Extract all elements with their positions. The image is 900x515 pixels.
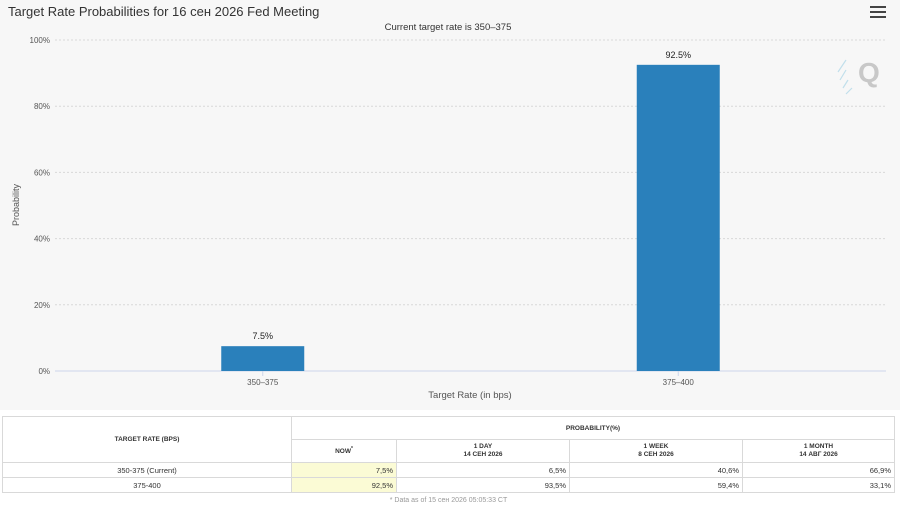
table-row: 350-375 (Current) 7,5% 6,5% 40,6% 66,9% (2, 462, 895, 478)
data-label: 92.5% (665, 50, 691, 60)
probability-table: TARGET RATE (BPS) PROBABILITY(%) NOW* 1 … (2, 416, 895, 507)
probability-table-container: TARGET RATE (BPS) PROBABILITY(%) NOW* 1 … (2, 416, 895, 510)
y-tick-label: 20% (34, 301, 50, 310)
col-now-header: NOW* (291, 439, 397, 463)
bar-chart: Current target rate is 350–375 0% 20% 40% 6… (11, 22, 886, 401)
x-tick-label: 375–400 (663, 378, 695, 387)
data-label: 7.5% (252, 331, 273, 341)
y-tick-label: 80% (34, 102, 50, 111)
bar[interactable] (221, 346, 305, 371)
col-1month-header: 1 MONTH 14 АВГ 2026 (742, 439, 895, 463)
y-axis-ticks: 0% 20% 40% 60% 80% 100% (30, 36, 50, 376)
1month-cell: 33,1% (742, 477, 895, 493)
now-cell: 92,5% (291, 477, 397, 493)
data-as-of-footnote: * Data as of 15 сен 2026 05:05:33 CT (389, 496, 508, 504)
chart-title: Target Rate Probabilities for 16 сен 202… (8, 4, 320, 19)
x-tick-label: 350–375 (247, 378, 279, 387)
chart-panel: Current target rate is 350–375 0% 20% 40% 6… (8, 4, 886, 401)
chart-subtitle: Current target rate is 350–375 (385, 22, 512, 33)
q-watermark-logo: Q (837, 57, 880, 95)
x-axis-ticks: 350–375 375–400 (247, 371, 694, 387)
grid-lines (55, 39, 886, 306)
table-footnote-row: * Data as of 15 сен 2026 05:05:33 CT (3, 493, 895, 508)
table-header-row: TARGET RATE (BPS) PROBABILITY(%) (2, 416, 895, 463)
rate-cell: 350-375 (Current) (2, 462, 292, 478)
probability-header: PROBABILITY(%) (291, 416, 895, 440)
hamburger-menu-icon[interactable] (870, 6, 886, 20)
target-rate-header: TARGET RATE (BPS) (2, 416, 292, 463)
1day-cell: 93,5% (396, 477, 570, 493)
y-tick-label: 100% (30, 36, 50, 45)
table-subheader-row: NOW* 1 DAY 14 СЕН 2026 1 WEEK 8 СЕН 2026… (3, 439, 895, 463)
now-cell: 7,5% (291, 462, 397, 478)
y-tick-label: 60% (34, 168, 50, 177)
1day-cell: 6,5% (396, 462, 570, 478)
bars: 7.5% 92.5% (221, 50, 720, 371)
col-1day-header: 1 DAY 14 СЕН 2026 (396, 439, 570, 463)
1week-cell: 59,4% (569, 477, 743, 493)
y-tick-label: 40% (34, 235, 50, 244)
y-tick-label: 0% (38, 367, 50, 376)
table-row: 375-400 92,5% 93,5% 59,4% 33,1% (2, 477, 895, 493)
x-axis-label: Target Rate (in bps) (428, 390, 511, 401)
bar[interactable] (636, 64, 720, 371)
rate-cell: 375-400 (2, 477, 292, 493)
1week-cell: 40,6% (569, 462, 743, 478)
1month-cell: 66,9% (742, 462, 895, 478)
col-1week-header: 1 WEEK 8 СЕН 2026 (569, 439, 743, 463)
svg-text:Q: Q (858, 57, 880, 88)
y-axis-label: Probability (11, 183, 21, 226)
